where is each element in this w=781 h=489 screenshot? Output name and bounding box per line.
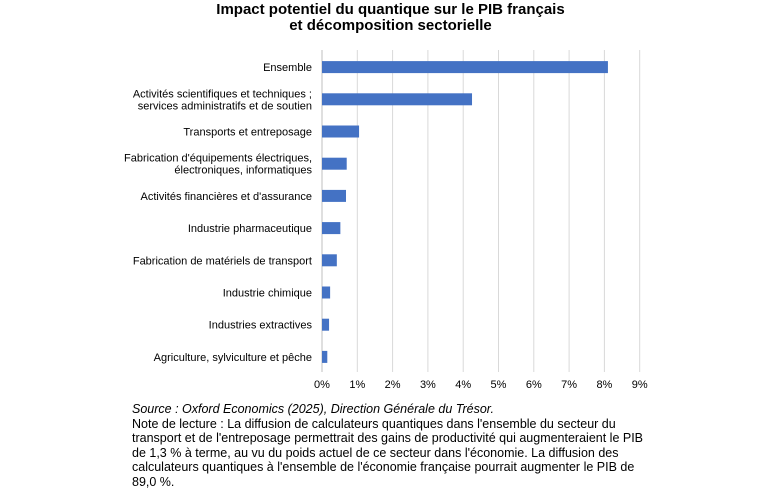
bar-chart: Ensemble Activités scientifiques et techn… (0, 0, 781, 400)
x-tick-label: 0% (314, 379, 330, 391)
category-label: Industrie pharmaceutique (188, 223, 312, 235)
category-labels: Ensemble Activités scientifiques et techn… (124, 62, 312, 364)
category-label: Ensemble (263, 62, 312, 74)
bar (322, 158, 347, 170)
category-label: Activités financières et d'assurance (141, 191, 312, 203)
bar (322, 61, 608, 73)
source-text: Source : Oxford Economics (2025), Direct… (132, 402, 652, 417)
bar (322, 222, 340, 234)
reading-note: Note de lecture : La diffusion de calcul… (132, 417, 652, 489)
category-label: Fabrication de matériels de transport (133, 255, 312, 267)
bar (322, 319, 329, 331)
bar (322, 93, 472, 105)
x-tick-label: 4% (455, 379, 471, 391)
bar (322, 126, 359, 138)
x-tick-label: 6% (526, 379, 542, 391)
x-tick-label: 7% (561, 379, 577, 391)
bar (322, 190, 346, 202)
x-tick-labels: 0% 1% 2% 3% 4% 5% 6% 7% 8% 9% (314, 379, 648, 391)
x-tick-label: 9% (632, 379, 648, 391)
bar (322, 351, 327, 363)
x-tick-label: 8% (596, 379, 612, 391)
x-tick-label: 3% (420, 379, 436, 391)
category-label: Fabrication d'équipements électriques,él… (124, 153, 312, 177)
category-label: Industrie chimique (223, 288, 312, 300)
bar (322, 254, 337, 266)
category-label: Activités scientifiques et techniques ;s… (133, 88, 312, 112)
bars (322, 61, 608, 363)
x-tick-label: 2% (385, 379, 401, 391)
x-tick-label: 1% (349, 379, 365, 391)
bar (322, 287, 330, 299)
x-tick-label: 5% (491, 379, 507, 391)
category-label: Industries extractives (209, 320, 313, 332)
notes-block: Source : Oxford Economics (2025), Direct… (132, 402, 652, 489)
category-label: Transports et entreposage (183, 127, 312, 139)
category-label: Agriculture, sylviculture et pêche (154, 352, 312, 364)
